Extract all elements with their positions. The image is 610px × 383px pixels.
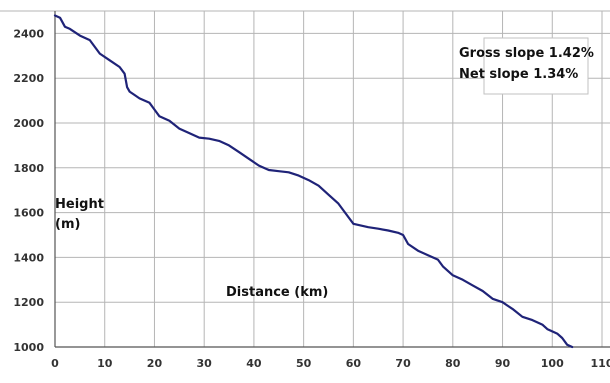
x-tick-label: 30 [197,357,213,370]
x-tick-label: 80 [445,357,461,370]
x-tick-label: 70 [395,357,411,370]
y-tick-label: 1800 [13,162,44,175]
axis-titles: Height (m) Distance (km) [55,197,328,300]
slope-annotation-frame [483,37,589,95]
y-tick-label: 1400 [13,251,44,264]
axis-layer [54,11,610,348]
y-tick-label: 1200 [13,296,44,309]
x-tick-label: 40 [246,357,262,370]
y-tick-label: 1000 [13,341,44,354]
elevation-profile-line [53,14,574,349]
y-axis-title-line1: Height [55,197,104,212]
series-layer [53,14,574,349]
y-axis-title-line2: (m) [55,217,80,232]
y-tick-label: 1600 [13,207,44,220]
x-tick-label: 10 [97,357,113,370]
y-tick-label: 2000 [13,117,44,130]
gross-slope-label: Gross slope 1.42% [459,46,594,61]
x-tick-label: 90 [495,357,511,370]
x-tick-label: 100 [541,357,564,370]
y-tick-label: 2400 [13,27,44,40]
x-axis-title: Distance (km) [226,285,328,300]
slope-annotation-box: Gross slope 1.42% Net slope 1.34% [459,37,594,95]
x-tick-label: 20 [147,357,163,370]
x-tick-label: 0 [51,357,59,370]
x-tick-label: 110 [591,357,610,370]
net-slope-label: Net slope 1.34% [459,67,578,82]
x-tick-label: 60 [346,357,362,370]
y-tick-label: 2200 [13,72,44,85]
x-tick-label: 50 [296,357,312,370]
tick-label-layer: 0 10 20 30 40 50 60 70 80 90 100 110 1000 1200 1400 160… [13,27,610,370]
